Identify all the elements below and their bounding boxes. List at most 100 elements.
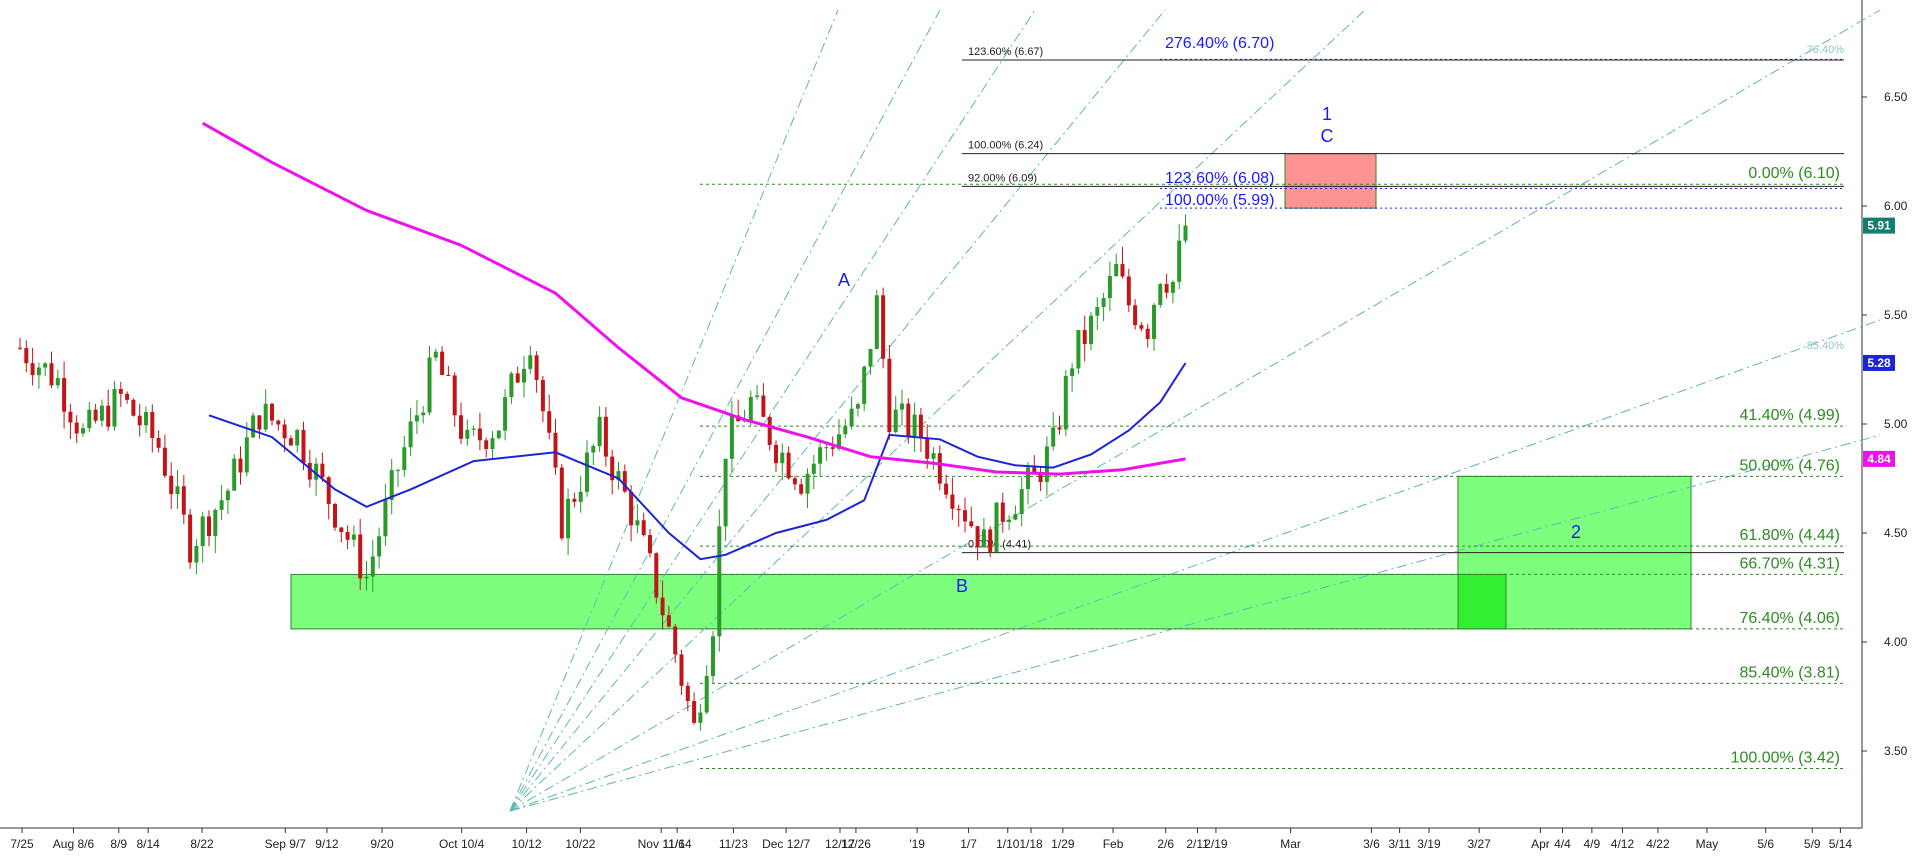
x-tick-label: 2/19 — [1204, 837, 1228, 851]
x-tick-label: Nov 11/6 — [638, 837, 685, 851]
fib-level-label: 100.00% (3.42) — [1731, 749, 1840, 766]
candle-body — [1152, 304, 1156, 339]
x-tick-label: 3/11 — [1388, 837, 1411, 851]
fib-level-label: 61.80% (4.44) — [1739, 527, 1840, 544]
candle-body — [402, 447, 407, 470]
candle-body — [490, 438, 495, 450]
candle-body — [654, 553, 659, 598]
candle-body — [137, 415, 142, 426]
fan-line — [509, 9, 941, 812]
wave-label: C — [1321, 126, 1334, 146]
candle-body — [471, 428, 476, 430]
candle-body — [786, 452, 791, 479]
x-tick-label: 9/20 — [370, 837, 394, 851]
candle-body — [30, 363, 35, 376]
candle-body — [452, 375, 457, 416]
y-tick-label: 3.50 — [1884, 744, 1908, 758]
candle-body — [509, 373, 514, 398]
x-tick-label: 4/22 — [1646, 837, 1670, 851]
x-tick-label: Apr — [1531, 837, 1550, 851]
candle-body — [251, 415, 256, 438]
candle-body — [874, 295, 879, 349]
candle-body — [881, 295, 886, 359]
candle-body — [792, 478, 797, 485]
candle-body — [1158, 284, 1163, 305]
candle-body — [345, 531, 350, 540]
candle-body — [389, 470, 394, 500]
candle-body — [43, 363, 48, 368]
x-tick-label: 3/19 — [1417, 837, 1441, 851]
candle-body — [1164, 284, 1169, 293]
candle-body — [918, 414, 923, 439]
x-tick-label: 11/23 — [719, 837, 748, 851]
x-tick-label: Dec 12/7 — [762, 837, 810, 851]
candle-body — [685, 685, 690, 702]
candle-body — [641, 520, 646, 536]
candle-body — [207, 516, 211, 536]
candle-body — [622, 471, 627, 492]
candle-body — [963, 510, 967, 522]
candle-body — [956, 508, 961, 511]
candle-body — [578, 491, 583, 502]
candle-body — [446, 374, 451, 376]
extension-black-label: 92.00% (6.09) — [968, 172, 1037, 184]
candle-body — [704, 676, 709, 713]
candle-body — [635, 520, 640, 526]
candle-body — [591, 446, 596, 453]
candle-body — [566, 498, 571, 539]
candle-body — [351, 534, 356, 540]
candle-body — [49, 363, 54, 386]
candle-body — [200, 516, 205, 546]
candle-body — [496, 430, 501, 439]
fan-line — [509, 319, 1881, 812]
candle-body — [969, 521, 974, 527]
fan-line — [509, 9, 1366, 812]
fib-level-label: 41.40% (4.99) — [1739, 407, 1840, 424]
x-tick-label: Sep 9/7 — [265, 837, 307, 851]
candle-body — [396, 469, 400, 471]
candle-body — [755, 395, 760, 398]
candle-body — [74, 422, 79, 434]
x-tick-label: Feb — [1103, 837, 1124, 851]
x-tick-label: 3/6 — [1363, 837, 1380, 851]
candle-body — [1170, 281, 1175, 293]
candle-body — [528, 355, 533, 369]
wave-label: 2 — [1571, 522, 1581, 542]
x-tick-label: 2/11 — [1186, 837, 1209, 851]
candle-body — [698, 712, 703, 723]
fib-level-label: 66.70% (4.31) — [1739, 555, 1840, 572]
candle-body — [238, 458, 243, 473]
candle-body — [1026, 467, 1030, 490]
extension-black-label: 100.00% (6.24) — [968, 140, 1043, 152]
candle-body — [855, 404, 860, 409]
x-tick-label: Oct 10/4 — [439, 837, 485, 851]
candle-body — [144, 411, 148, 426]
candle-body — [610, 456, 615, 481]
candle-body — [1070, 368, 1075, 377]
x-tick-label: 5/9 — [1804, 837, 1821, 851]
candle-body — [767, 416, 772, 445]
x-tick-label: 12/26 — [841, 837, 871, 851]
candle-body — [1013, 514, 1018, 520]
candle-body — [188, 514, 193, 563]
x-tick-label: 1/10 — [996, 837, 1020, 851]
candle-body — [799, 484, 804, 494]
x-tick-label: 8/9 — [110, 837, 127, 851]
candle-body — [540, 379, 545, 412]
candle-body — [774, 444, 778, 464]
candle-body — [301, 430, 306, 463]
candle-body — [988, 529, 993, 552]
candle-body — [118, 388, 123, 394]
candle-body — [131, 399, 136, 416]
candle-body — [761, 395, 766, 417]
candle-body — [257, 415, 262, 430]
x-tick-label: 8/14 — [136, 837, 160, 851]
extension-label: 276.40% (6.70) — [1165, 35, 1274, 52]
candle-body — [1063, 376, 1068, 430]
candle-body — [522, 368, 526, 383]
candle-body — [648, 535, 652, 554]
candle-body — [320, 463, 325, 478]
candle-body — [559, 467, 564, 539]
